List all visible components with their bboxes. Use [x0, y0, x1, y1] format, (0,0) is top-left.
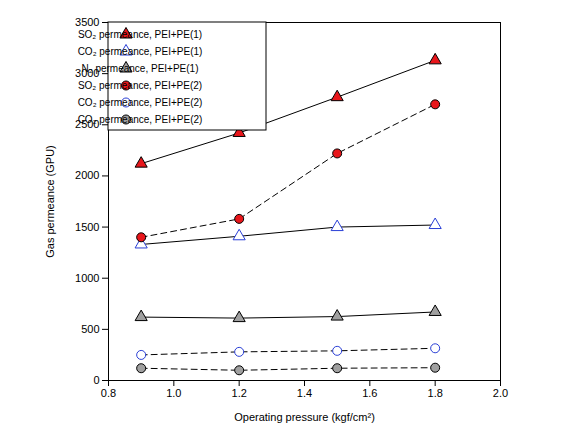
svg-text:1.8: 1.8 [428, 387, 443, 399]
svg-text:1000: 1000 [75, 272, 99, 284]
svg-text:3500: 3500 [75, 16, 99, 28]
svg-text:SO₂ permeance, PEI+PE(2): SO₂ permeance, PEI+PE(2) [78, 80, 202, 91]
svg-text:1.2: 1.2 [232, 387, 247, 399]
svg-text:1.6: 1.6 [362, 387, 377, 399]
svg-text:500: 500 [81, 323, 99, 335]
svg-text:1500: 1500 [75, 221, 99, 233]
svg-text:Gas permeance (GPU): Gas permeance (GPU) [44, 145, 56, 257]
svg-text:0.8: 0.8 [101, 387, 116, 399]
svg-text:1.0: 1.0 [166, 387, 181, 399]
svg-text:1.4: 1.4 [297, 387, 312, 399]
svg-text:2.0: 2.0 [493, 387, 508, 399]
svg-text:0: 0 [93, 374, 99, 386]
svg-text:CO₂ permeance, PEI+PE(2): CO₂ permeance, PEI+PE(2) [78, 114, 203, 125]
svg-text:SO₂ permeance, PEI+PE(1): SO₂ permeance, PEI+PE(1) [78, 29, 202, 40]
svg-text:N₂ permeance, PEI+PE(1): N₂ permeance, PEI+PE(1) [82, 63, 199, 74]
svg-text:CO₂ permeance, PEI+PE(2): CO₂ permeance, PEI+PE(2) [78, 97, 203, 108]
svg-text:Operating pressure (kgf/cm²): Operating pressure (kgf/cm²) [234, 411, 375, 423]
svg-text:CO₂ permeance, PEI+PE(1): CO₂ permeance, PEI+PE(1) [78, 46, 203, 57]
svg-text:2000: 2000 [75, 169, 99, 181]
